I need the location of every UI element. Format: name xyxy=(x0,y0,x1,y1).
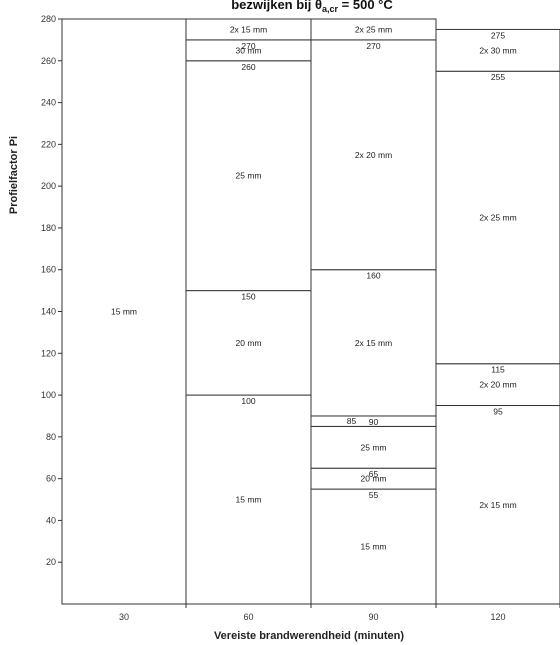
y-tick-label: 80 xyxy=(46,432,56,442)
boundary-value-label: 150 xyxy=(241,292,255,302)
stacked-bar-segment xyxy=(435,405,560,605)
y-axis-label: Profielfactor Pi xyxy=(8,136,20,214)
x-tick-label: 90 xyxy=(368,612,378,622)
x-axis-label: Vereiste brandwerendheid (minuten) xyxy=(214,630,404,642)
boundary-value-label: 95 xyxy=(493,407,503,417)
stacked-bar-segment xyxy=(310,269,437,417)
boundary-value-label: 255 xyxy=(491,72,505,82)
stacked-bar-segment xyxy=(61,18,187,605)
stacked-bar-segment xyxy=(310,488,437,605)
boundary-value-label: 275 xyxy=(491,30,505,40)
boundary-value-label: 65 xyxy=(369,469,379,479)
chart-title-subscript: a,cr xyxy=(322,4,339,14)
y-tick-label: 40 xyxy=(46,515,56,525)
y-tick-label: 240 xyxy=(41,98,56,108)
y-tick-label: 200 xyxy=(41,181,56,191)
stacked-bar-segment xyxy=(435,70,560,365)
y-tick-label: 60 xyxy=(46,474,56,484)
segment-label: 25 mm xyxy=(236,171,262,181)
y-tick-label: 280 xyxy=(41,14,56,24)
segment-label: 20 mm xyxy=(236,338,262,348)
stacked-bar-segment xyxy=(310,425,437,469)
stacked-bar-segment xyxy=(435,28,560,72)
segment-label: 2x 20 mm xyxy=(479,380,516,390)
boundary-value-label: 85 xyxy=(347,416,357,426)
y-tick-label: 140 xyxy=(41,307,56,317)
x-tick-label: 60 xyxy=(243,612,253,622)
segment-label: 2x 25 mm xyxy=(355,24,392,34)
segment-label: 30 mm xyxy=(236,45,262,55)
y-tick-label: 20 xyxy=(46,557,56,567)
x-tick-label: 30 xyxy=(119,612,129,622)
boundary-value-label: 160 xyxy=(366,271,380,281)
y-tick-label: 180 xyxy=(41,223,56,233)
boundary-value-label: 115 xyxy=(491,365,505,375)
boundary-value-label: 260 xyxy=(241,62,255,72)
stacked-bar-segment xyxy=(185,60,312,292)
boundary-value-label: 270 xyxy=(366,41,380,51)
y-tick-label: 160 xyxy=(41,265,56,275)
boundary-value-label: 100 xyxy=(241,396,255,406)
segment-label: 15 mm xyxy=(361,542,387,552)
y-tick-label: 120 xyxy=(41,348,56,358)
stacked-bar-segment xyxy=(310,39,437,271)
y-tick-label: 220 xyxy=(41,139,56,149)
y-tick-label: 100 xyxy=(41,390,56,400)
segment-label: 2x 20 mm xyxy=(355,150,392,160)
x-tick-label: 120 xyxy=(490,612,505,622)
stacked-bar-segment xyxy=(435,363,560,407)
segment-label: 20 mm xyxy=(361,474,387,484)
stacked-bar-segment xyxy=(185,394,312,605)
chart-title: bezwijken bij θa,cr = 500 °C xyxy=(231,0,393,14)
stacked-bar-segment xyxy=(185,290,312,396)
y-tick-label: 260 xyxy=(41,56,56,66)
segment-label: 2x 15 mm xyxy=(479,500,516,510)
segment-label: 2x 15 mm xyxy=(355,338,392,348)
chart-title-suffix: = 500 °C xyxy=(338,0,393,12)
segment-label: 25 mm xyxy=(361,442,387,452)
boundary-value-label: 55 xyxy=(369,490,379,500)
boundary-value-label: 90 xyxy=(369,417,379,427)
segment-label: 2x 15 mm xyxy=(230,24,267,34)
segment-label: 2x 30 mm xyxy=(479,45,516,55)
boundary-value-label: 270 xyxy=(241,41,255,51)
segment-label: 15 mm xyxy=(236,495,262,505)
segment-label: 2x 25 mm xyxy=(479,212,516,222)
segment-label: 15 mm xyxy=(111,307,137,317)
plot-area: 20 40 60 80 100 120 140 160 180 200 220 240 260 280 15… xyxy=(41,14,560,622)
